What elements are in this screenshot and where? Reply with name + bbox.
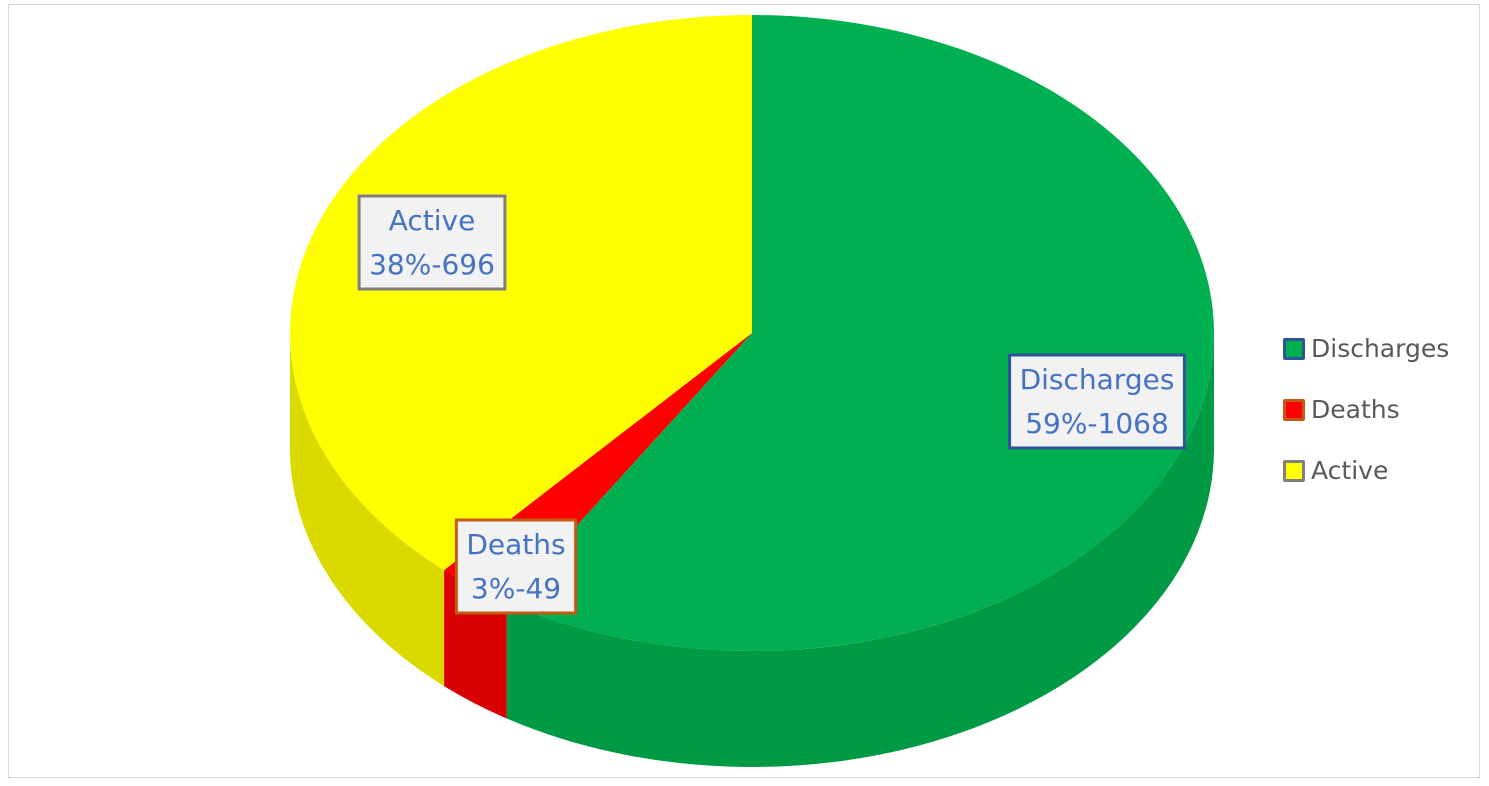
data-label-name-active: Active: [389, 204, 476, 237]
data-label-value-active: 38%-696: [369, 248, 495, 281]
data-label-box-deaths: [454, 518, 578, 615]
legend-swatch-deaths: [1283, 398, 1305, 421]
pie-side-active: [290, 333, 445, 687]
legend-label-discharges: Discharges: [1311, 334, 1450, 363]
data-label-name-deaths: Deaths: [466, 528, 565, 561]
pie-top: [290, 15, 1214, 652]
data-label-deaths: Deaths 3%-49: [454, 518, 578, 615]
pie-slice-active[interactable]: [290, 15, 752, 571]
data-label-value-discharges: 59%-1068: [1025, 407, 1169, 440]
legend: Discharges Deaths Active: [1283, 318, 1449, 501]
pie-side-discharges: [506, 333, 1214, 767]
legend-swatch-discharges: [1283, 337, 1305, 360]
legend-item-active[interactable]: Active: [1283, 440, 1449, 501]
data-label-name-discharges: Discharges: [1020, 363, 1175, 396]
legend-item-discharges[interactable]: Discharges: [1283, 318, 1449, 379]
legend-label-active: Active: [1311, 456, 1389, 485]
legend-label-deaths: Deaths: [1311, 395, 1400, 424]
legend-item-deaths[interactable]: Deaths: [1283, 379, 1449, 440]
data-label-value-deaths: 3%-49: [471, 572, 561, 605]
data-label-discharges: Discharges 59%-1068: [1008, 353, 1186, 450]
data-label-active: Active 38%-696: [357, 194, 507, 291]
pie-labels: Discharges 59%-1068 Deaths 3%-49 Active 38%-6…: [357, 194, 1186, 615]
data-label-box-active: [357, 194, 507, 291]
pie-slice-discharges[interactable]: [506, 15, 1214, 652]
legend-swatch-active: [1283, 459, 1305, 482]
data-label-box-discharges: [1008, 353, 1186, 450]
